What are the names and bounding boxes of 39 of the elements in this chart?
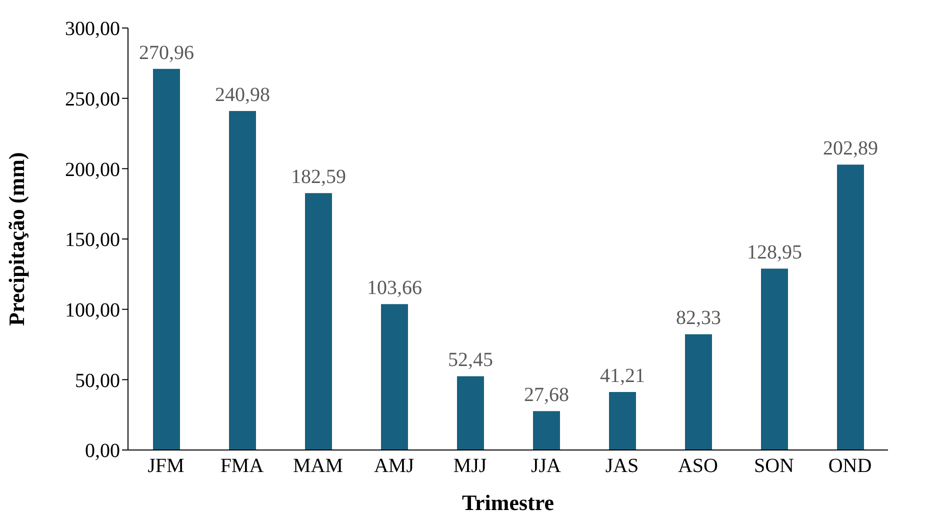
y-tick-label: 100,00 <box>65 299 120 322</box>
bar <box>381 304 408 450</box>
data-label: 182,59 <box>291 166 346 188</box>
bar <box>305 193 332 450</box>
x-tick-label: JAS <box>605 455 639 478</box>
data-label: 270,96 <box>139 42 194 64</box>
y-tick-label: 300,00 <box>65 18 120 40</box>
y-tick-label: 50,00 <box>75 370 120 392</box>
y-tick-label: 0,00 <box>85 440 120 462</box>
x-axis-title: Trimestre <box>462 490 554 515</box>
bar <box>609 392 636 450</box>
bar <box>685 334 712 450</box>
data-label: 82,33 <box>676 307 721 330</box>
x-tick-label: MAM <box>292 455 344 478</box>
y-tick-label: 150,00 <box>65 229 120 252</box>
data-label: 240,98 <box>215 84 270 106</box>
data-label: 128,95 <box>747 242 802 264</box>
bar <box>837 164 864 450</box>
bar <box>533 411 560 450</box>
x-tick-label: ASO <box>678 455 718 478</box>
bar <box>761 268 788 450</box>
x-tick-label: JJA <box>530 455 562 478</box>
bar <box>153 68 180 450</box>
data-label: 202,89 <box>823 138 878 160</box>
data-label: 41,21 <box>600 365 645 388</box>
data-label: 52,45 <box>448 349 493 372</box>
y-tick-label: 250,00 <box>65 88 120 110</box>
x-tick-label: FMA <box>220 455 264 478</box>
bar <box>457 376 484 450</box>
data-label: 103,66 <box>367 277 422 300</box>
x-tick-label: SON <box>754 455 794 478</box>
bar <box>229 111 256 450</box>
x-tick-label: AMJ <box>374 455 414 478</box>
x-tick-label: MJJ <box>453 455 487 478</box>
x-tick-label: OND <box>828 455 872 478</box>
data-label: 27,68 <box>524 384 569 406</box>
x-tick-label: JFM <box>148 455 185 478</box>
y-tick-label: 200,00 <box>65 158 120 181</box>
y-axis-title: Precipitação (mm) <box>4 152 29 326</box>
